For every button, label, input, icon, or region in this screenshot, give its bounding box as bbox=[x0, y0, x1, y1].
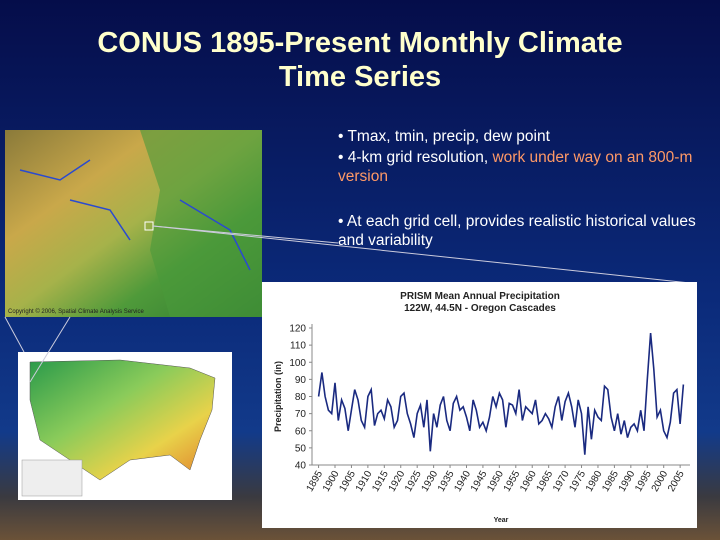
bullet: • 4-km grid resolution, work under way o… bbox=[338, 148, 698, 186]
bullet-text: • 4-km grid resolution, bbox=[338, 149, 493, 166]
chart-subtitle: 122W, 44.5N - Oregon Cascades bbox=[404, 303, 556, 314]
y-tick-label: 90 bbox=[295, 375, 307, 386]
bullet: • At each grid cell, provides realistic … bbox=[338, 213, 696, 249]
leader-line bbox=[4, 316, 25, 353]
leader-line bbox=[152, 225, 691, 284]
y-tick-label: 50 bbox=[295, 443, 307, 454]
y-tick-label: 80 bbox=[295, 392, 307, 403]
slide-title: Time Series bbox=[278, 61, 442, 93]
map-river bbox=[19, 159, 251, 271]
map-lowland bbox=[140, 130, 262, 317]
leader-line bbox=[29, 316, 71, 383]
map-copyright: Copyright © 2006, Spatial Climate Analys… bbox=[8, 308, 144, 315]
y-tick-label: 110 bbox=[290, 341, 306, 352]
us-map bbox=[29, 359, 216, 481]
slide-title: CONUS 1895-Present Monthly Climate bbox=[97, 27, 623, 59]
us-map-legend bbox=[21, 459, 83, 497]
y-axis-label: Precipitation (in) bbox=[273, 361, 283, 432]
y-tick-label: 100 bbox=[289, 358, 306, 369]
data-line bbox=[317, 333, 685, 455]
bullet-highlight: work under way on an 800-m version bbox=[338, 149, 693, 185]
bullet: • Tmax, tmin, precip, dew point bbox=[338, 128, 550, 145]
x-axis-label: Year bbox=[494, 517, 509, 524]
chart-title: PRISM Mean Annual Precipitation bbox=[400, 291, 560, 302]
y-tick-label: 40 bbox=[295, 461, 307, 472]
y-tick-label: 120 bbox=[289, 324, 306, 335]
y-tick-label: 60 bbox=[295, 426, 307, 437]
y-tick-label: 70 bbox=[295, 409, 307, 420]
chart-frame bbox=[262, 282, 697, 528]
